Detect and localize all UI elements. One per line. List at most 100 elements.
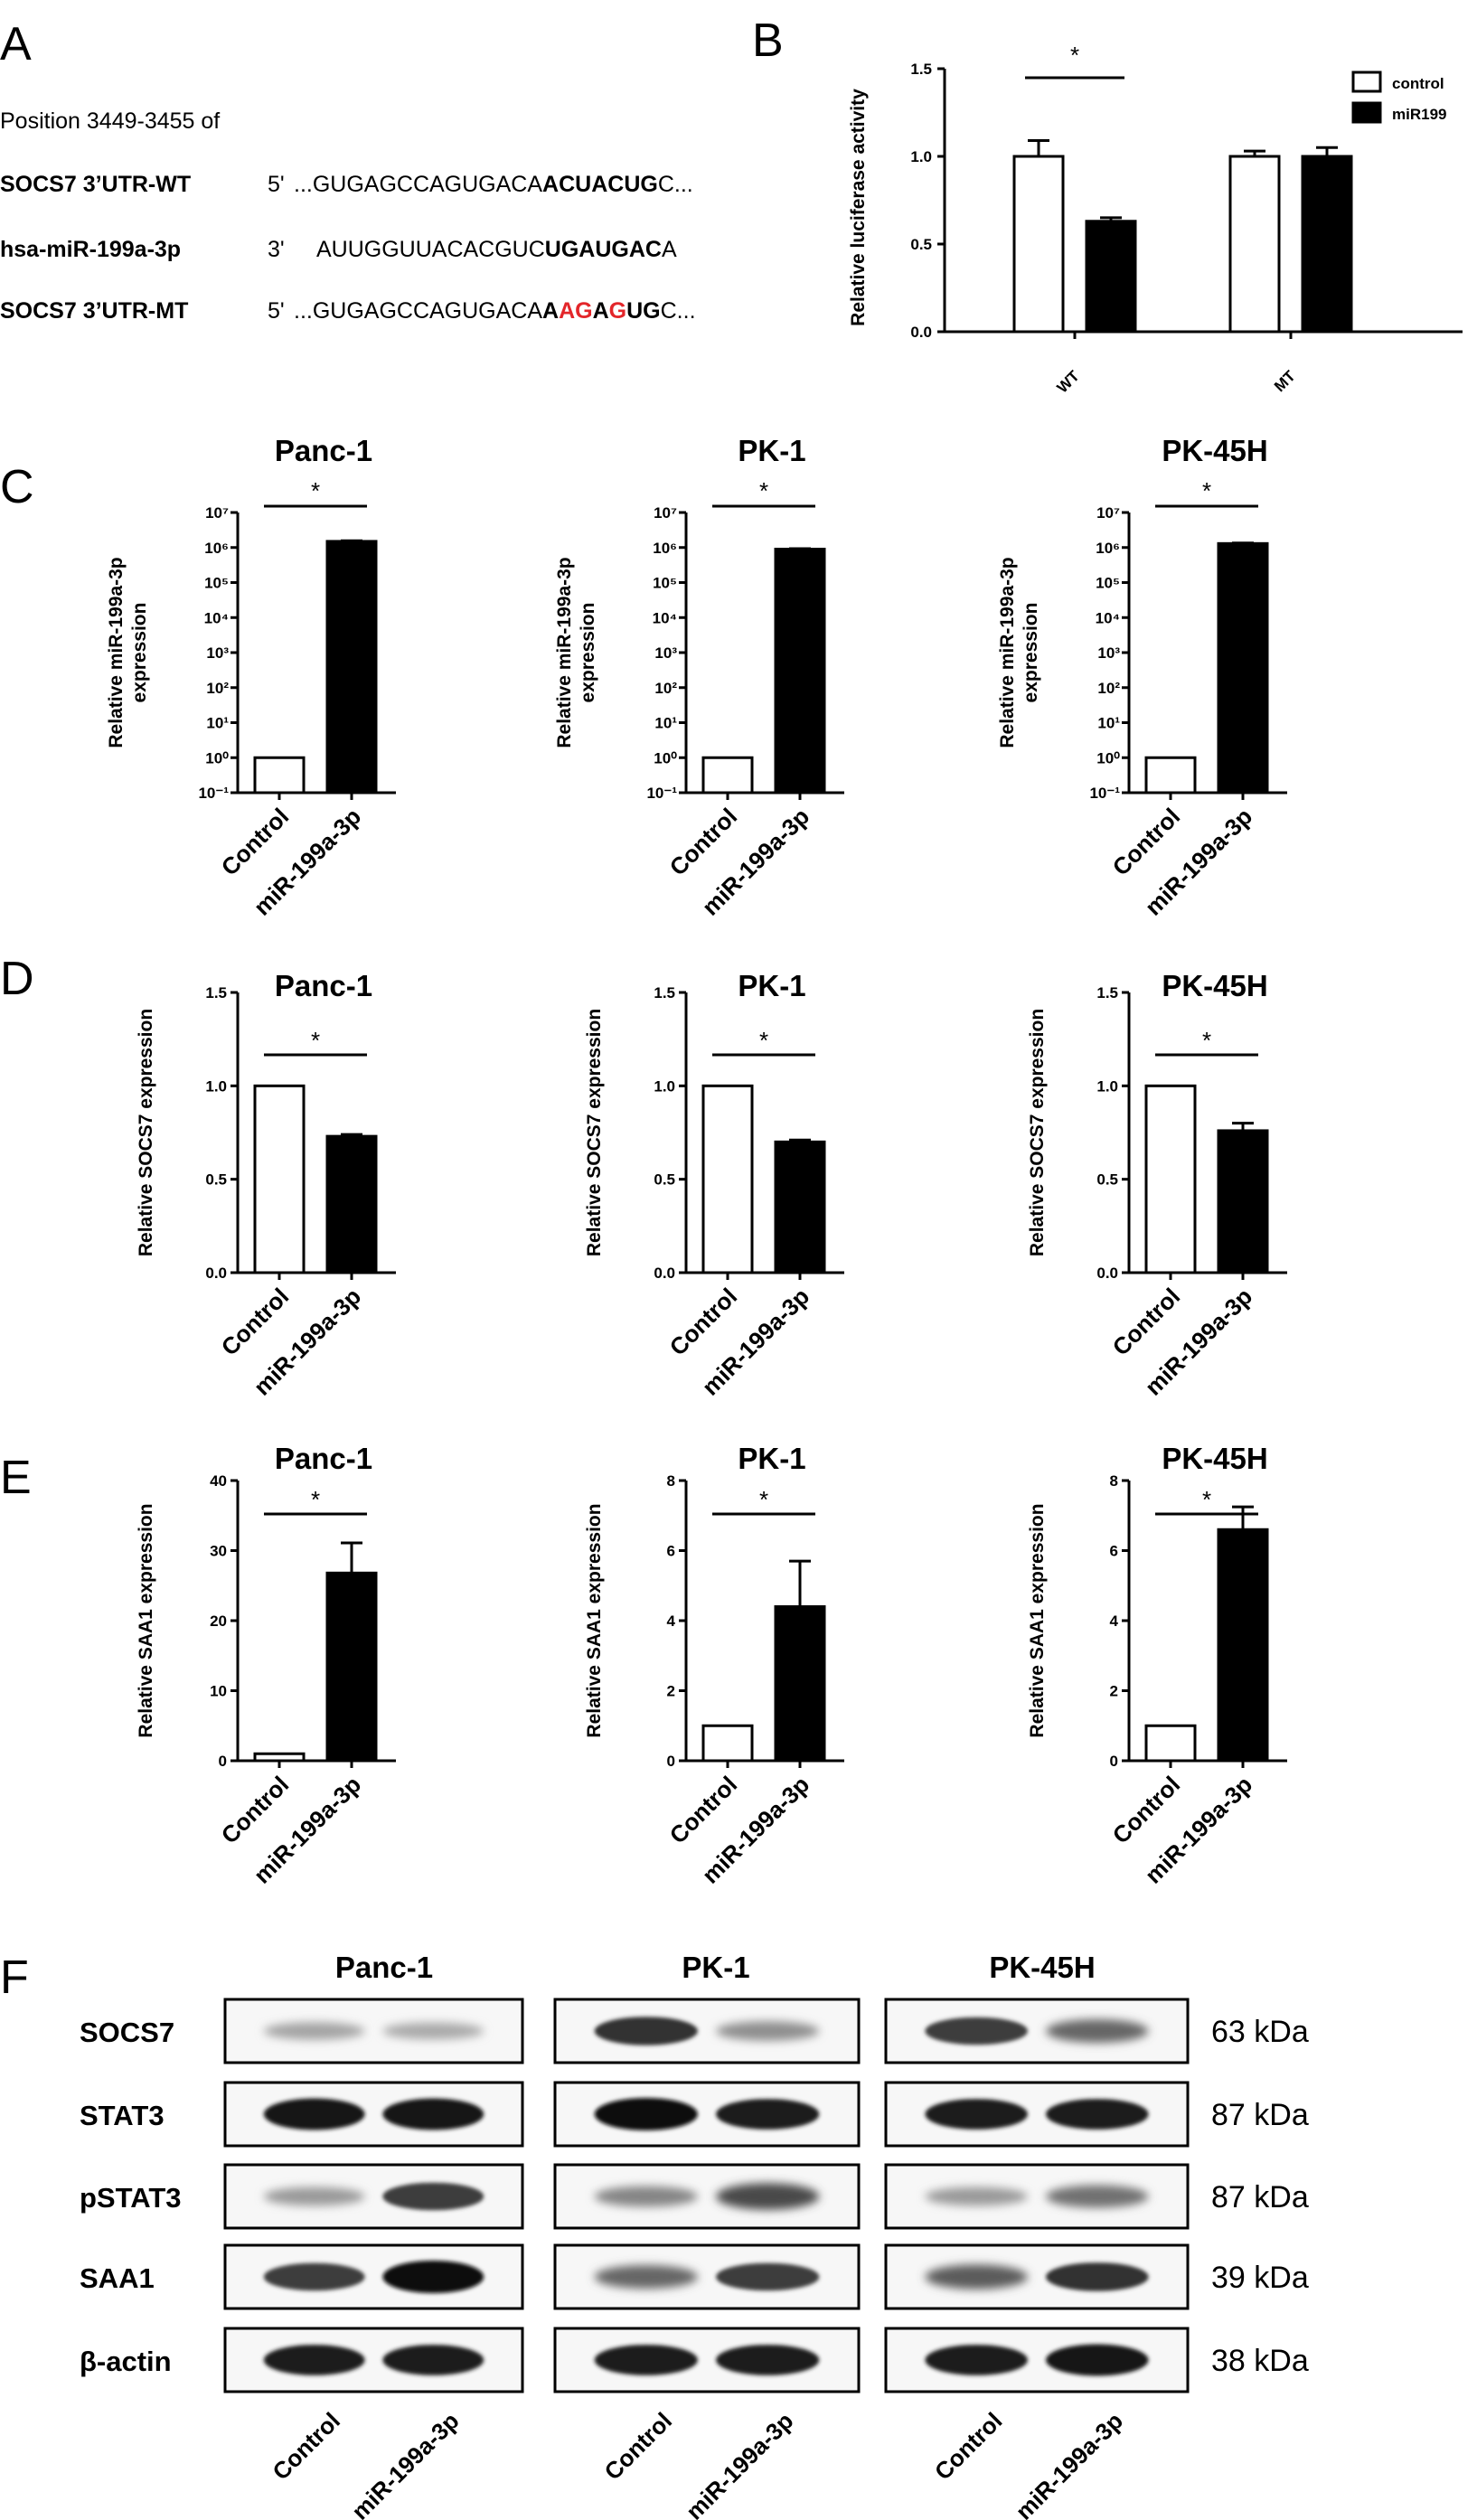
y-tick-label: 10⁷ (654, 504, 677, 522)
y-axis-label: expression (578, 603, 598, 703)
legend-label: miR199 (1392, 106, 1446, 123)
y-axis-label: Relative miR-199a-3p (997, 557, 1018, 748)
y-tick-label: 6 (667, 1543, 675, 1560)
blot-band (925, 2345, 1028, 2375)
sequence-segment: C... (658, 172, 693, 197)
bar (1301, 155, 1353, 334)
bar (1228, 155, 1281, 334)
legend-swatch (1351, 71, 1382, 93)
chart-c1: Panc-1 10⁻¹ 10⁰ 10¹ 10² 10³ 10⁴ 10⁵ 10⁶ 10⁷ Relati… (106, 434, 396, 921)
significance-star: * (759, 1027, 768, 1054)
significance-star: * (311, 1486, 320, 1513)
y-tick-label: 4 (667, 1613, 676, 1630)
blot-band (1046, 2099, 1149, 2130)
significance-star: * (311, 1027, 320, 1054)
y-tick-label: 10⁻¹ (646, 785, 677, 802)
chart-b-luciferase: 0.0 0.5 1.0 1.5 Relative luciferase activity… (848, 42, 1463, 397)
blot-band (925, 2017, 1028, 2045)
bar (253, 1084, 306, 1274)
blot-band (594, 2017, 698, 2045)
y-tick-label: 1.5 (205, 984, 227, 1001)
blot-band (382, 2022, 484, 2040)
y-tick-label: 8 (1110, 1472, 1118, 1490)
y-axis-label: Relative SOCS7 expression (136, 1009, 156, 1256)
y-tick-label: 0 (219, 1753, 227, 1770)
sequence-prime: 5' (268, 298, 285, 324)
sequence-row: hsa-miR-199a-3p 3' AUUGGUUACACGUCUGAUGACA (0, 237, 677, 262)
y-axis-label: Relative miR-199a-3p (554, 557, 575, 748)
sequence-name: SOCS7 3’UTR-WT (0, 172, 191, 197)
blot-protein-label: β-actin (80, 2346, 172, 2377)
panel-letter-a: A (0, 18, 32, 71)
y-tick-label: 40 (210, 1472, 227, 1490)
y-tick-label: 2 (1110, 1683, 1118, 1700)
blot-band (716, 2099, 820, 2130)
blot-panel (223, 2243, 524, 2310)
sequence-segment: G (609, 298, 626, 324)
blot-band (1046, 2018, 1149, 2044)
panel-letter-c: C (0, 461, 34, 513)
chart-title: Panc-1 (275, 1442, 372, 1475)
sequence-segment: C... (661, 298, 696, 324)
blot-band (716, 2183, 820, 2210)
blot-kda-label: 63 kDa (1211, 2015, 1309, 2049)
y-axis-label: Relative SAA1 expression (1027, 1503, 1048, 1737)
bar (253, 756, 306, 795)
chart-title: PK-1 (738, 434, 805, 467)
blot-protein-label: SOCS7 (80, 2017, 174, 2048)
y-tick-label: 10² (654, 680, 677, 697)
y-tick-label: 6 (1110, 1543, 1118, 1560)
y-tick-label: 10⁴ (1096, 609, 1120, 626)
chart-title: PK-1 (738, 1442, 805, 1475)
y-tick-label: 10⁵ (1096, 575, 1120, 592)
bar (701, 1724, 754, 1763)
y-axis-label: expression (129, 603, 150, 703)
y-axis-label: Relative SAA1 expression (136, 1503, 156, 1737)
y-axis-label: Relative SAA1 expression (584, 1503, 605, 1737)
blot-band (716, 2345, 820, 2375)
blot-kda-label: 39 kDa (1211, 2261, 1309, 2295)
blot-protein-label: pSTAT3 (80, 2182, 182, 2214)
panel-letter-e: E (0, 1452, 32, 1504)
chart-c2: PK-1 10⁻¹ 10⁰ 10¹ 10² 10³ 10⁴ 10⁵ 10⁶ 10⁷ Relative… (554, 434, 844, 921)
blot-panel (223, 1998, 524, 2064)
y-tick-label: 0 (1110, 1753, 1118, 1770)
y-tick-label: 20 (210, 1613, 227, 1630)
y-tick-label: 1.0 (1096, 1077, 1118, 1095)
y-axis-label: Relative luciferase activity (848, 89, 869, 326)
y-tick-label: 10¹ (206, 715, 229, 732)
chart-d3: PK-45H 0.0 0.5 1.0 1.5 Relative SOCS7 express… (1027, 969, 1287, 1401)
blot-lane-label: miR-199a-3p (346, 2407, 465, 2520)
blot-panel (553, 1998, 861, 2064)
blot-band (382, 2345, 484, 2375)
sequence-segment: ACUACUG (542, 172, 658, 197)
y-tick-label: 0.5 (910, 236, 932, 253)
y-axis-label: Relative SOCS7 expression (584, 1009, 605, 1256)
y-tick-label: 1.0 (205, 1077, 227, 1095)
y-tick-label: 10¹ (654, 715, 677, 732)
sequence-segment: UG (626, 298, 661, 324)
chart-d1: Panc-1 0.0 0.5 1.0 1.5 Relative SOCS7 express… (136, 969, 396, 1401)
blot-band (263, 2022, 365, 2040)
y-tick-label: 0.0 (654, 1265, 675, 1282)
blot-band (925, 2186, 1028, 2206)
bar (774, 1140, 826, 1274)
blot-band (382, 2261, 484, 2293)
blot-lane-label: miR-199a-3p (1010, 2407, 1128, 2520)
blot-band (716, 2021, 820, 2041)
y-axis-label: expression (1021, 603, 1041, 703)
bar (1144, 1724, 1197, 1763)
chart-c3: PK-45H 10⁻¹ 10⁰ 10¹ 10² 10³ 10⁴ 10⁵ 10⁶ 10⁷ Relati… (997, 434, 1287, 921)
significance-star: * (759, 477, 768, 504)
blot-lane-label: Control (598, 2407, 677, 2486)
chart-title: Panc-1 (275, 434, 372, 467)
sequence-segment: UGAUGAC (545, 237, 662, 262)
blot-band (263, 2186, 365, 2206)
chart-title: PK-45H (1162, 434, 1267, 467)
y-tick-label: 8 (667, 1472, 675, 1490)
blot-lane-label: Control (267, 2407, 345, 2486)
y-tick-label: 10³ (654, 644, 677, 662)
legend-label: control (1392, 75, 1444, 92)
sequence-segment: A (662, 237, 677, 262)
